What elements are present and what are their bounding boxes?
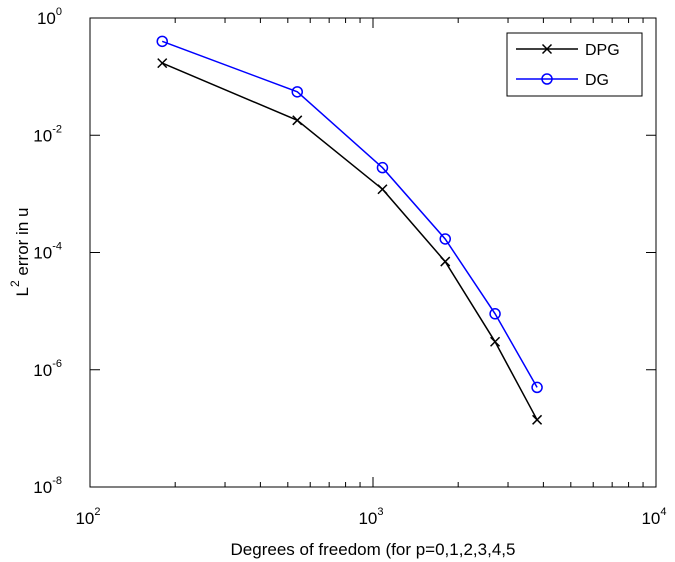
data-point-dpg (440, 256, 451, 267)
y-axis-label-superscript: 2 (8, 280, 22, 287)
y-tick-label-exponent: 0 (56, 6, 62, 18)
legend-label-dpg: DPG (585, 42, 620, 59)
x-tick-label: 103 (358, 506, 383, 528)
x-tick-label-exponent: 3 (377, 506, 383, 518)
x-tick-label-exponent: 4 (660, 506, 666, 518)
data-point-dpg (157, 58, 168, 69)
x-tick-label: 104 (641, 506, 666, 528)
series-line-dpg (161, 62, 538, 421)
y-tick-label: 10-4 (33, 241, 62, 263)
data-point-dpg (532, 414, 543, 425)
y-tick-label-exponent: -6 (52, 358, 62, 370)
y-tick-label-base: 10 (33, 244, 52, 263)
x-tick-label-base: 10 (75, 509, 94, 528)
data-point-dg (156, 35, 168, 48)
y-tick-label-base: 10 (33, 478, 52, 497)
y-tick-label-base: 10 (33, 126, 52, 145)
x-tick-label-base: 10 (641, 509, 660, 528)
y-tick-label: 10-6 (33, 358, 62, 380)
y-tick-label: 10-2 (33, 123, 62, 145)
legend-box (506, 32, 643, 97)
data-point-dg (376, 161, 389, 174)
x-tick-label-base: 10 (358, 509, 377, 528)
legend: DPG DG (506, 32, 643, 97)
y-tick-label-base: 10 (37, 9, 56, 28)
data-point-dpg (377, 184, 388, 195)
y-tick-label-exponent: -8 (52, 475, 62, 487)
series-line-dg (161, 40, 538, 388)
data-point-dg (531, 381, 543, 394)
legend-marker-dg (541, 73, 553, 85)
y-tick-label-exponent: -2 (52, 123, 62, 135)
data-point-dg (489, 308, 501, 320)
legend-entry-dg: DG (516, 72, 609, 89)
y-tick-label: 10-8 (33, 475, 62, 497)
x-tick-label: 102 (75, 506, 100, 528)
x-axis-label: Degrees of freedom (for p=0,1,2,3,4,5 (231, 540, 516, 559)
legend-label-dg: DG (585, 72, 609, 89)
data-point-dpg (490, 336, 501, 347)
x-tick-label-exponent: 2 (94, 506, 100, 518)
y-tick-label: 100 (37, 6, 62, 28)
data-point-dpg (292, 115, 303, 126)
y-tick-label-base: 10 (33, 361, 52, 380)
data-point-dg (291, 86, 304, 98)
legend-entry-dpg: DPG (516, 42, 620, 59)
data-point-dg (439, 233, 451, 245)
y-axis-label: L2 error in u (8, 208, 32, 297)
y-tick-label-exponent: -4 (52, 241, 62, 253)
legend-marker-dpg (541, 43, 553, 55)
y-axis-label-base: L (13, 287, 32, 296)
y-axis-label-rest: error in u (13, 208, 32, 281)
